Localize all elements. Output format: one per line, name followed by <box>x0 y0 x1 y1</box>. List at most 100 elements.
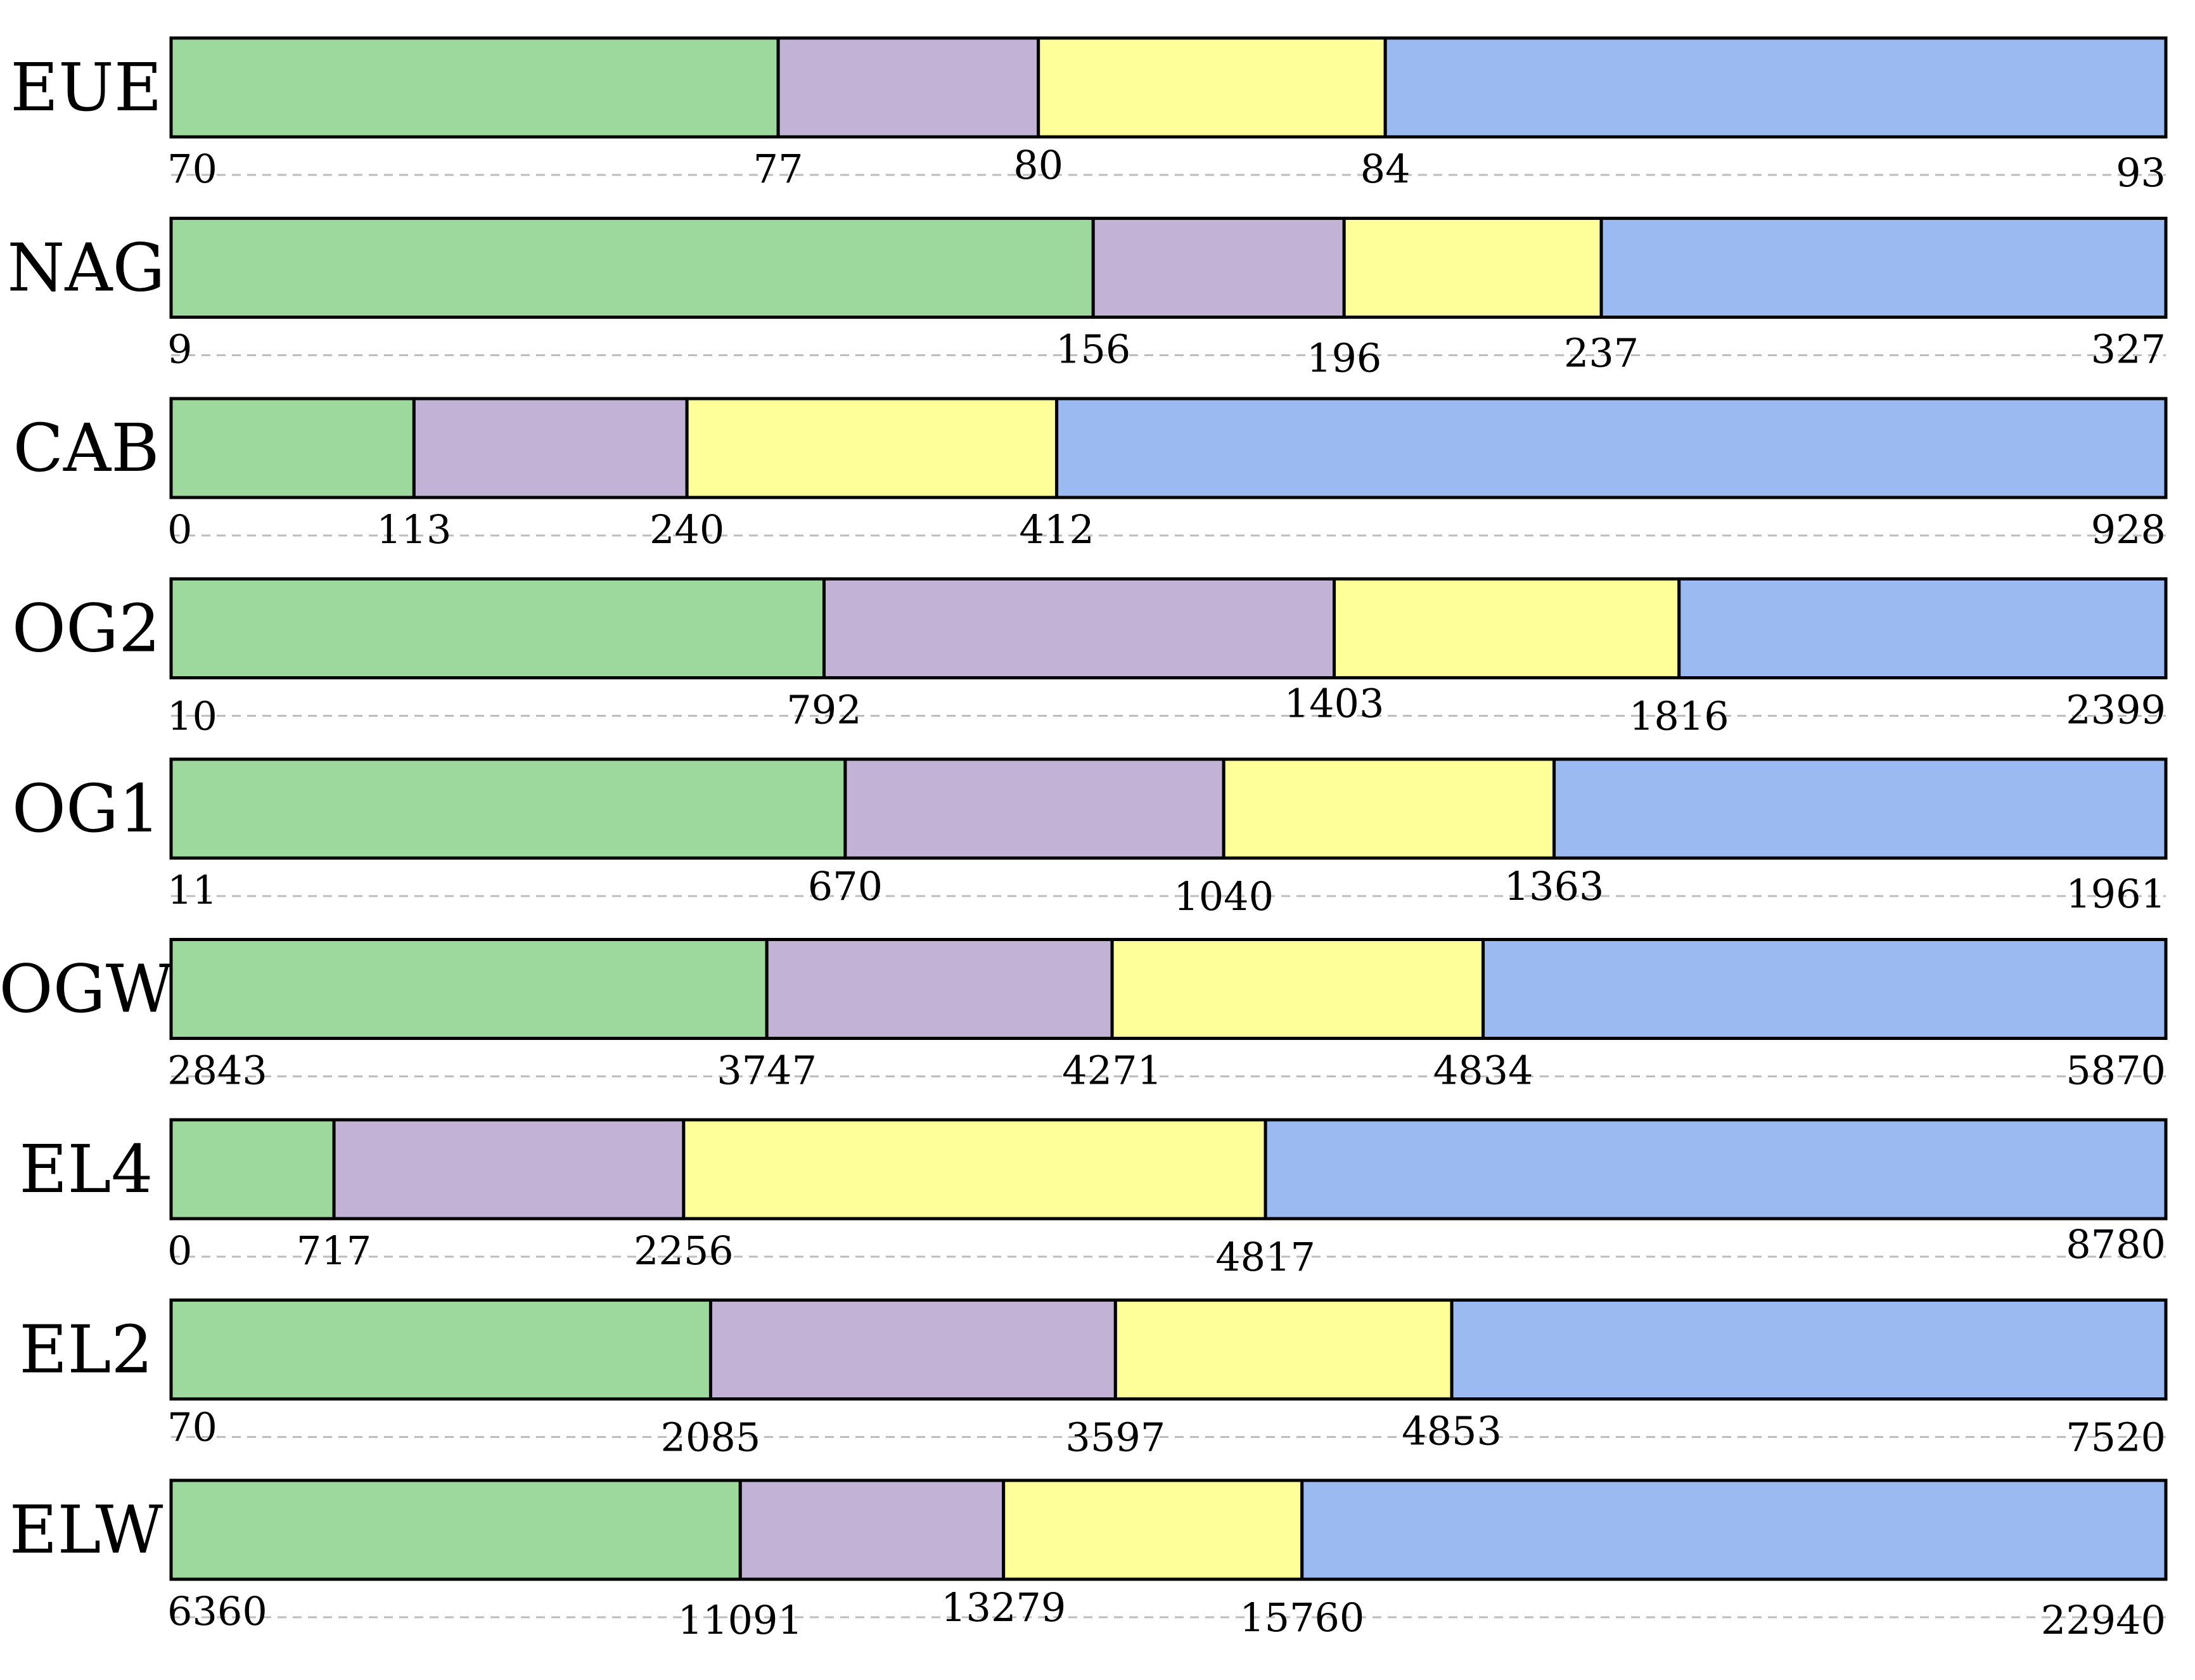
bar-segment <box>169 938 769 1040</box>
row-label: OG1 <box>12 770 161 847</box>
tick-label: 0 <box>167 1228 192 1274</box>
tick-label: 11 <box>167 867 217 913</box>
tick-label: 412 <box>1019 506 1094 553</box>
tick-label: 670 <box>808 863 883 909</box>
bar-segment <box>708 1298 1117 1401</box>
bar-segment <box>169 757 847 860</box>
tick-label: 2085 <box>661 1414 761 1461</box>
bar-segment <box>1037 36 1387 139</box>
row-label: CAB <box>13 409 159 487</box>
tick-label: 80 <box>1013 142 1063 188</box>
row-label: EUE <box>10 49 162 126</box>
tick-label: 717 <box>297 1228 371 1274</box>
tick-label: 13279 <box>941 1584 1066 1631</box>
bar-segment <box>1677 577 2168 679</box>
tick-label: 5870 <box>2066 1048 2166 1094</box>
tick-label: 1961 <box>2066 871 2166 917</box>
row-label: OG2 <box>12 590 161 667</box>
bar-segment <box>776 36 1040 139</box>
bar-segment <box>738 1478 1006 1581</box>
tick-label: 2256 <box>634 1228 734 1274</box>
row-label: OGW <box>0 951 174 1028</box>
tick-label: 1816 <box>1629 693 1729 740</box>
bar-segment <box>169 217 1095 319</box>
bar-segment <box>822 577 1336 679</box>
tick-label: 3597 <box>1065 1414 1165 1461</box>
tick-label: 70 <box>167 146 217 192</box>
tick-label: 1363 <box>1504 863 1604 909</box>
bar-segment <box>169 397 416 499</box>
tick-label: 4834 <box>1433 1048 1533 1094</box>
tick-label: 113 <box>376 506 451 553</box>
bar-segment <box>169 1298 712 1401</box>
tick-label: 8780 <box>2066 1221 2166 1267</box>
tick-label: 240 <box>650 506 724 553</box>
tick-label: 3747 <box>717 1048 817 1094</box>
tick-label: 93 <box>2116 150 2166 196</box>
bar-segment <box>1552 757 2168 860</box>
bar-segment <box>1450 1298 2168 1401</box>
bar-segment <box>1599 217 2168 319</box>
bar-segment <box>412 397 689 499</box>
tick-label: 4853 <box>1402 1408 1502 1454</box>
tick-label: 15760 <box>1239 1594 1364 1641</box>
row-label: ELW <box>10 1491 163 1568</box>
bar-segment <box>332 1118 686 1221</box>
tick-label: 928 <box>2091 506 2166 553</box>
tick-label: 237 <box>1564 330 1639 376</box>
tick-label: 6360 <box>167 1588 267 1634</box>
bar-segment <box>1481 938 2168 1040</box>
tick-label: 327 <box>2091 326 2166 373</box>
row-label: NAG <box>7 229 165 307</box>
row-label: EL4 <box>19 1131 153 1208</box>
chart-row-el2: EL2 70 2085 3597 4853 7520 <box>19 1298 2168 1461</box>
bar-segment <box>1113 1298 1454 1401</box>
tick-label: 9 <box>167 326 192 373</box>
bar-segment <box>1055 397 2168 499</box>
bar-segment <box>169 36 780 139</box>
tick-label: 0 <box>167 506 192 553</box>
tick-label: 10 <box>167 693 217 740</box>
tick-label: 1403 <box>1284 681 1385 727</box>
bar-segment <box>1383 36 2168 139</box>
tick-label: 2399 <box>2066 687 2166 733</box>
chart-row-ogw: OGW 2843 3747 4271 4834 5870 <box>0 938 2168 1094</box>
bar-segment <box>1091 217 1346 319</box>
bar-segment <box>169 1478 742 1581</box>
tick-label: 4271 <box>1062 1048 1162 1094</box>
bar-segment <box>1002 1478 1304 1581</box>
tick-label: 196 <box>1307 335 1381 382</box>
bar-segment <box>169 1118 336 1221</box>
bar-segment <box>1333 577 1681 679</box>
tick-label: 1040 <box>1174 873 1274 920</box>
tick-label: 792 <box>786 687 861 733</box>
bar-segment <box>1110 938 1485 1040</box>
bar-segment <box>685 397 1059 499</box>
row-label: EL2 <box>19 1311 153 1388</box>
tick-label: 84 <box>1360 146 1411 192</box>
bar-segment <box>1222 757 1556 860</box>
tick-label: 2843 <box>167 1048 267 1094</box>
bar-segment <box>1342 217 1603 319</box>
tick-label: 156 <box>1056 326 1130 373</box>
tick-label: 22940 <box>2041 1597 2166 1643</box>
bar-segment <box>1264 1118 2168 1221</box>
tick-label: 11091 <box>678 1597 803 1643</box>
chart-row-el4: EL4 0 717 2256 4817 8780 <box>19 1118 2168 1280</box>
bar-segment <box>765 938 1114 1040</box>
tick-label: 4817 <box>1215 1234 1315 1280</box>
tick-label: 7520 <box>2066 1414 2166 1461</box>
tick-label: 77 <box>753 146 803 192</box>
bar-segment <box>1300 1478 2168 1581</box>
bar-segment <box>169 577 826 679</box>
bar-segment <box>682 1118 1267 1221</box>
tick-label: 70 <box>167 1404 217 1451</box>
